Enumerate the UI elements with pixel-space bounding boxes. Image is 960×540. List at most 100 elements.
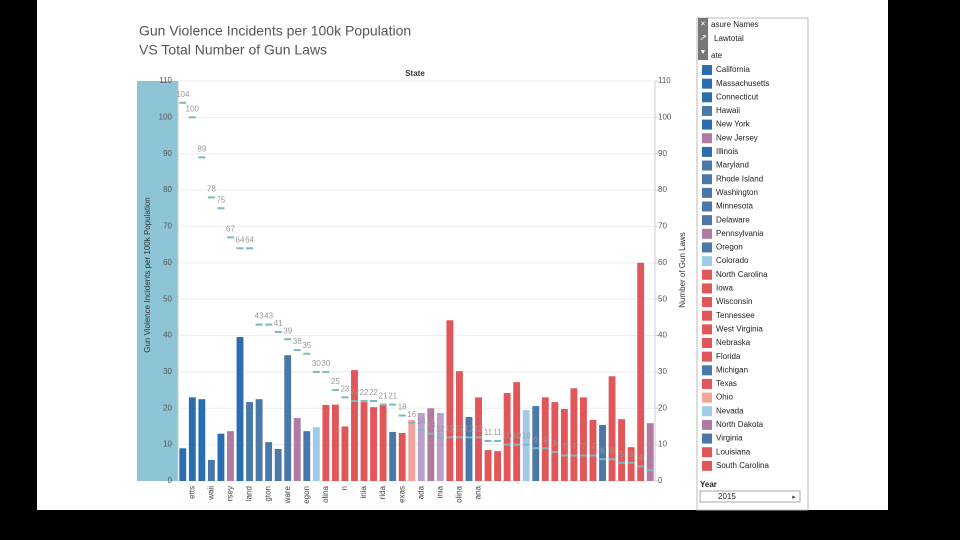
law-label: 22: [350, 388, 359, 397]
legend-label[interactable]: West Virginia: [716, 324, 763, 333]
bar: [494, 451, 502, 481]
legend-label[interactable]: New York: [716, 120, 751, 129]
legend-swatch[interactable]: [702, 419, 712, 430]
legend-label[interactable]: Pennsylvania: [716, 229, 764, 238]
law-label: 7: [562, 443, 567, 452]
legend-swatch[interactable]: [702, 338, 712, 348]
measure-item[interactable]: Lawtotal: [714, 34, 744, 43]
year-value[interactable]: 2015: [718, 492, 736, 501]
bar: [408, 419, 416, 481]
legend-label[interactable]: Hawaii: [716, 106, 740, 115]
legend-swatch[interactable]: [702, 65, 712, 75]
legend-label[interactable]: Florida: [716, 352, 741, 361]
legend-swatch[interactable]: [702, 215, 712, 226]
legend-swatch[interactable]: [702, 78, 712, 89]
y-tick-label: 100: [159, 112, 173, 121]
legend-label[interactable]: Louisiana: [716, 447, 751, 456]
legend-swatch[interactable]: [702, 242, 712, 253]
x-tick-label: gton: [264, 486, 273, 502]
legend-swatch[interactable]: [702, 119, 712, 130]
legend-swatch[interactable]: [702, 433, 712, 444]
legend-label[interactable]: Tennessee: [716, 311, 755, 320]
x-tick-label: inia: [435, 485, 444, 498]
bar: [465, 417, 473, 481]
popout-icon[interactable]: ↗: [699, 32, 707, 42]
bar: [427, 408, 435, 481]
legend-swatch[interactable]: [702, 146, 712, 157]
legend-swatch[interactable]: [702, 133, 712, 144]
year-dropdown[interactable]: [699, 490, 801, 503]
legend-swatch[interactable]: [702, 201, 712, 212]
legend-label[interactable]: North Dakota: [716, 420, 764, 429]
legend-label[interactable]: South Carolina: [716, 461, 769, 470]
law-label: 9: [543, 435, 548, 444]
law-label: 8: [553, 439, 558, 448]
legend-swatch[interactable]: [702, 351, 712, 362]
bar: [284, 355, 292, 481]
legend-swatch[interactable]: [702, 160, 712, 171]
law-label: 39: [283, 326, 292, 335]
y-tick-label: 10: [163, 440, 172, 449]
legend-label[interactable]: Delaware: [716, 215, 750, 224]
legend-label[interactable]: Maryland: [716, 161, 749, 170]
legend-label[interactable]: North Carolina: [716, 270, 768, 279]
legend-label[interactable]: Oregon: [716, 243, 743, 252]
legend-swatch[interactable]: [702, 228, 712, 239]
legend-label[interactable]: Colorado: [716, 256, 749, 265]
law-label: 35: [302, 341, 311, 350]
legend-label[interactable]: Massachusetts: [716, 79, 769, 88]
bar: [188, 397, 196, 481]
legend-label[interactable]: Illinois: [716, 147, 738, 156]
legend-swatch[interactable]: [702, 174, 712, 185]
legend-swatch[interactable]: [702, 283, 712, 294]
bar: [179, 448, 187, 481]
legend-swatch[interactable]: [702, 269, 712, 280]
legend-label[interactable]: Minnesota: [716, 202, 753, 211]
legend-label[interactable]: Ohio: [716, 393, 733, 402]
bar: [255, 399, 263, 481]
legend-label[interactable]: Iowa: [716, 284, 733, 293]
legend-label[interactable]: Nebraska: [716, 338, 751, 347]
law-label: 7: [581, 443, 586, 452]
law-label: 12: [474, 424, 483, 433]
law-label: 3: [648, 457, 653, 466]
close-icon[interactable]: ×: [700, 18, 705, 28]
dropdown-arrow[interactable]: ▸: [792, 494, 796, 501]
law-label: 25: [331, 377, 340, 386]
law-label: 18: [398, 403, 407, 412]
menu-icon[interactable]: ▼: [700, 49, 707, 56]
legend-label[interactable]: Rhode Island: [716, 174, 763, 183]
y-tick-label: 90: [163, 149, 172, 158]
legend-label[interactable]: Michigan: [716, 365, 748, 374]
legend-label[interactable]: Connecticut: [716, 92, 759, 101]
legend-label[interactable]: Nevada: [716, 406, 744, 415]
legend-label[interactable]: Wisconsin: [716, 297, 752, 306]
legend-swatch[interactable]: [702, 297, 712, 308]
legend-swatch[interactable]: [702, 447, 712, 458]
x-tick-label: exas: [397, 486, 406, 503]
legend-swatch[interactable]: [702, 310, 712, 321]
legend-swatch[interactable]: [702, 392, 712, 403]
bar: [379, 404, 387, 481]
legend-label[interactable]: California: [716, 65, 750, 74]
legend-label[interactable]: Washington: [716, 188, 758, 197]
y-tick-label: 50: [163, 294, 172, 303]
legend-swatch[interactable]: [702, 92, 712, 103]
bar: [360, 402, 368, 481]
legend-swatch[interactable]: [702, 365, 712, 376]
y-tick-label: 30: [163, 367, 172, 376]
legend-swatch[interactable]: [702, 378, 712, 389]
legend-swatch[interactable]: [702, 256, 712, 267]
legend-swatch[interactable]: [702, 187, 712, 198]
law-label: 43: [264, 312, 273, 321]
bar: [207, 459, 215, 481]
y-tick-label: 20: [163, 403, 172, 412]
legend-label[interactable]: New Jersey: [716, 133, 758, 142]
legend-swatch[interactable]: [702, 460, 712, 471]
legend-label[interactable]: Texas: [716, 379, 737, 388]
legend-swatch[interactable]: [702, 105, 712, 116]
legend-swatch[interactable]: [702, 324, 712, 335]
legend-label[interactable]: Virginia: [716, 434, 743, 443]
legend-swatch[interactable]: [702, 406, 712, 417]
bar: [303, 431, 311, 481]
